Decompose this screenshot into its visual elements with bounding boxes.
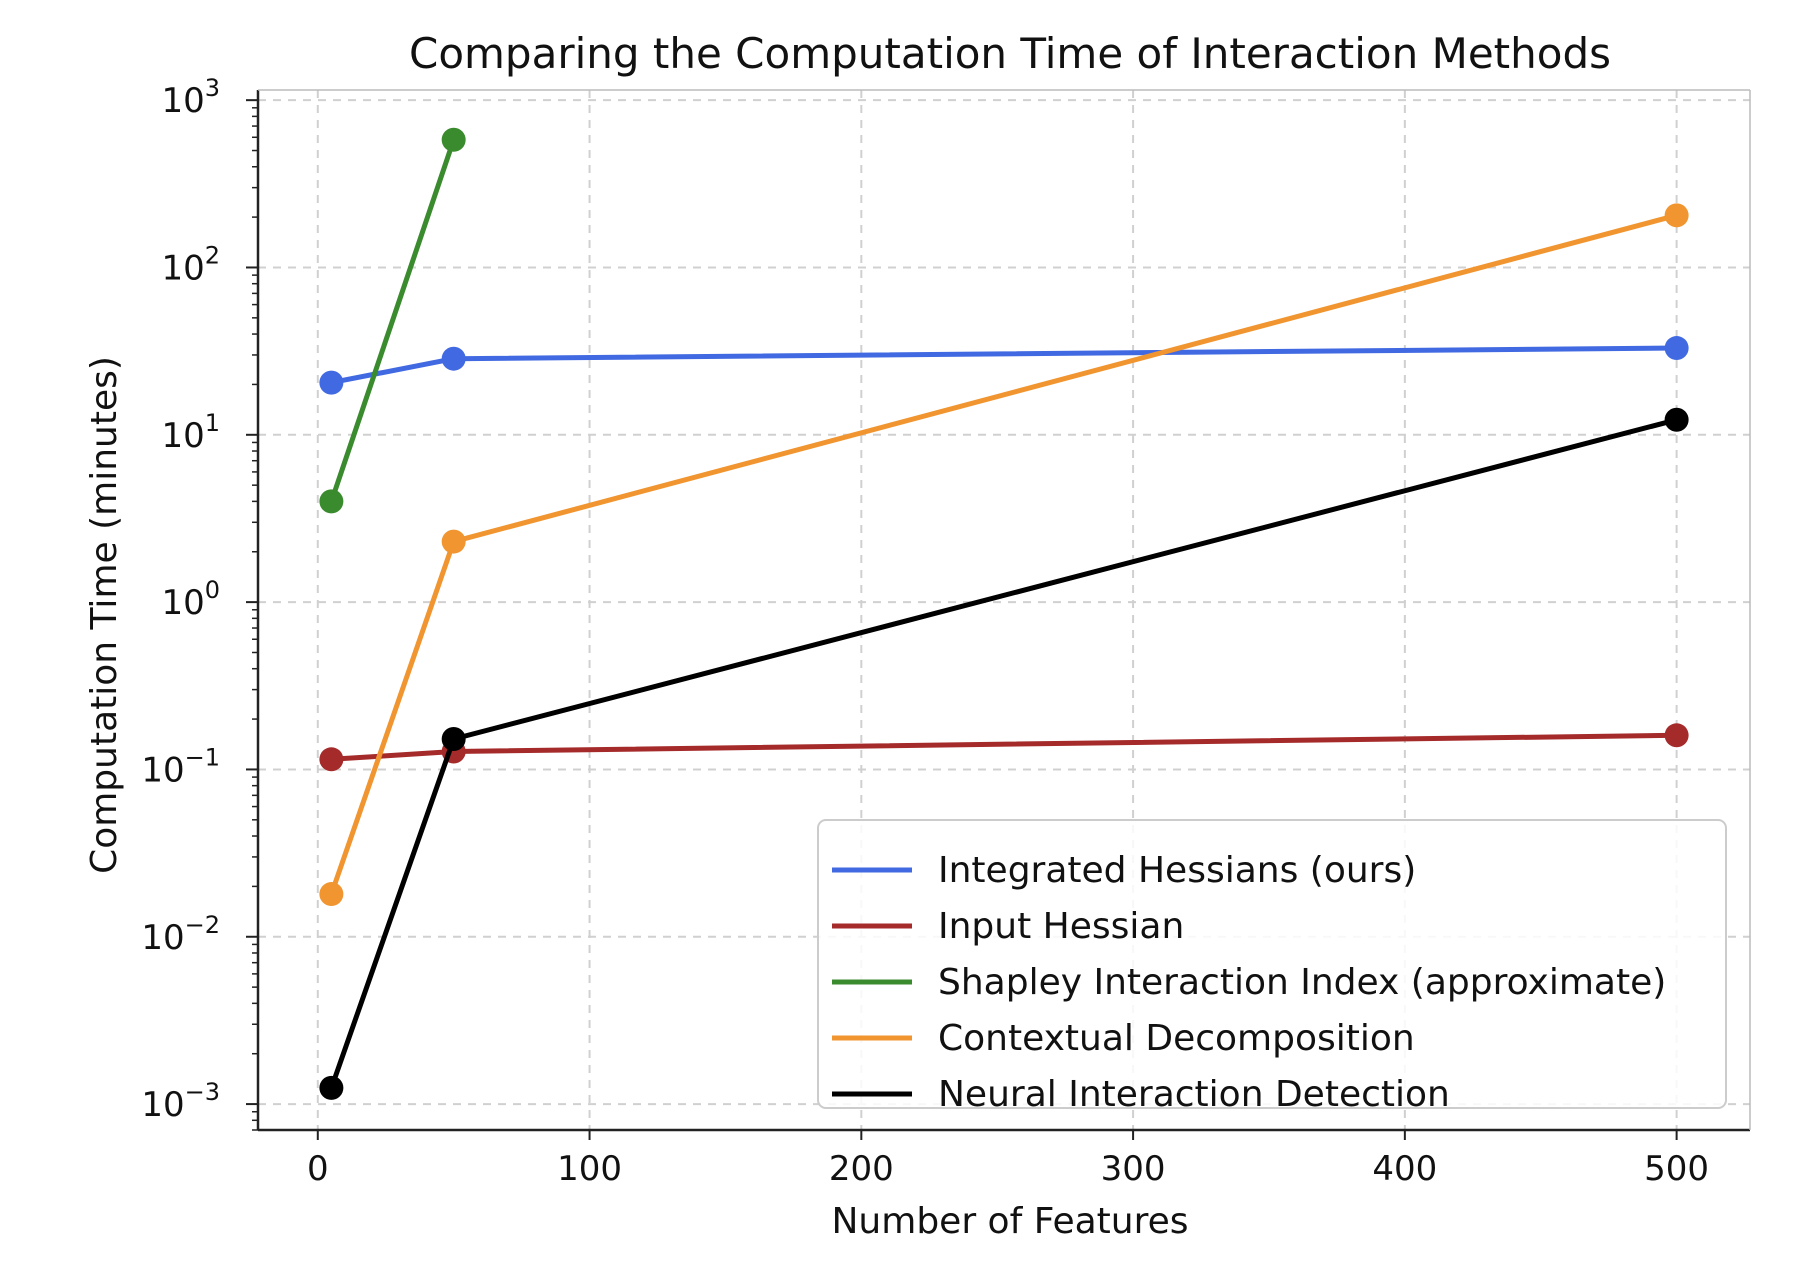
data-point: [319, 1075, 344, 1100]
series-2: [319, 127, 466, 514]
y-tick-label: 102: [161, 241, 220, 288]
axes: 0 100 200 300 400 500 10−3 10−2 10−1 100 101 102 103: [141, 74, 1751, 1189]
y-tick-label: 100: [161, 576, 220, 623]
data-point: [1664, 336, 1689, 361]
series-layer: [319, 127, 1689, 1100]
legend-item: Input Hessian: [832, 906, 1184, 947]
x-tick-label: 400: [1372, 1149, 1437, 1189]
legend-box: [817, 819, 1727, 1109]
y-tick-label: 103: [161, 74, 220, 121]
legend-label: Integrated Hessians (ours): [938, 850, 1416, 891]
series-1: [319, 723, 1689, 772]
legend-item: Shapley Interaction Index (approximate): [832, 962, 1666, 1003]
data-point: [319, 489, 344, 514]
x-tick-label: 200: [829, 1149, 894, 1189]
legend-label: Contextual Decomposition: [938, 1018, 1415, 1059]
legend-item: Integrated Hessians (ours): [832, 850, 1416, 891]
data-point: [441, 529, 466, 554]
y-tick-label: 10−1: [141, 743, 220, 790]
legend-label: Neural Interaction Detection: [938, 1074, 1450, 1115]
series-line: [329, 138, 457, 503]
chart-title: Comparing the Computation Time of Intera…: [409, 29, 1611, 78]
legend-label: Shapley Interaction Index (approximate): [938, 962, 1666, 1003]
x-tick-label: 0: [307, 1149, 329, 1189]
data-point: [441, 127, 466, 152]
series-line: [331, 732, 1677, 762]
y-tick-label: 101: [161, 409, 220, 456]
data-point: [319, 747, 344, 772]
y-tick-label: 10−2: [141, 911, 220, 958]
series-3: [319, 203, 1689, 907]
y-axis-label: Computation Time (minutes): [84, 356, 125, 874]
legend-item: Neural Interaction Detection: [832, 1074, 1450, 1115]
data-point: [1664, 203, 1689, 228]
x-axis-label: Number of Features: [832, 1201, 1189, 1242]
y-tick-label: 10−3: [141, 1078, 220, 1125]
data-point: [319, 370, 344, 395]
data-point: [1664, 723, 1689, 748]
series-0: [319, 336, 1689, 395]
x-tick-label: 500: [1644, 1149, 1709, 1189]
x-tick-label: 300: [1101, 1149, 1166, 1189]
legend: Integrated Hessians (ours) Input Hessian S…: [817, 819, 1727, 1115]
series-line: [329, 212, 1678, 895]
x-tick-label: 100: [557, 1149, 622, 1189]
legend-item: Contextual Decomposition: [832, 1018, 1415, 1059]
data-point: [441, 727, 466, 752]
legend-label: Input Hessian: [938, 906, 1184, 947]
data-point: [441, 346, 466, 371]
data-point: [1664, 407, 1689, 432]
data-point: [319, 882, 344, 907]
series-line: [330, 345, 1677, 386]
series-4: [319, 407, 1689, 1100]
